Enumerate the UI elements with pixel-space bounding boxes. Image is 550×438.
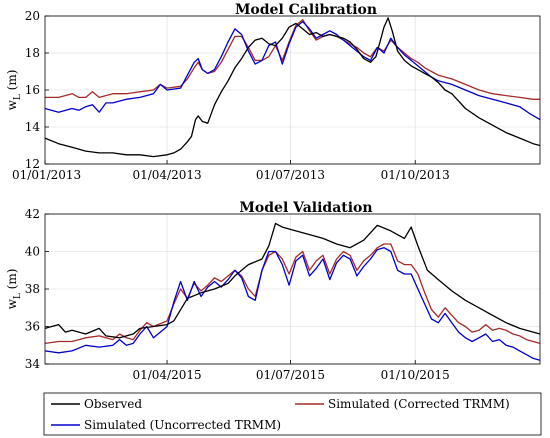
calibration-ytick-label: 14	[25, 120, 41, 134]
calibration-ticks: 12 14 16 18 20 01/01/2013 01/04/2013 01/07/2013…	[12, 9, 450, 182]
validation-series	[44, 222, 541, 361]
calibration-ylabel: wL (m)	[5, 70, 23, 111]
validation-xtick-label: 01/07/2015	[256, 368, 325, 382]
calibration-xtick-label: 01/01/2013	[12, 168, 81, 182]
calibration-series-uncorrected	[44, 20, 541, 121]
validation-xtick-label: 01/04/2015	[132, 368, 201, 382]
validation-ticks: 34 36 38 40 42 01/04/2015 01/07/2015 01/10/2015	[25, 207, 450, 382]
validation-ytick-label: 34	[25, 357, 41, 371]
calibration-xtick-label: 01/07/2013	[256, 168, 325, 182]
validation-ytick-label: 40	[25, 245, 40, 259]
validation-grid	[45, 213, 540, 365]
legend-label-observed: Observed	[84, 397, 142, 411]
calibration-ytick-label: 18	[25, 46, 40, 60]
calibration-panel: Model Calibration 12 14 16 18 20 01/01/2013 01…	[5, 2, 541, 182]
validation-ylabel: wL (m)	[5, 269, 23, 310]
validation-ytick-label: 42	[25, 207, 40, 221]
calibration-title: Model Calibration	[235, 2, 377, 18]
legend-box	[43, 392, 542, 436]
validation-panel: Model Validation 34 36 38 40 42 01/04/2015 01/…	[5, 200, 541, 382]
validation-series-observed	[44, 222, 541, 339]
legend-label-uncorrected: Simulated (Uncorrected TRMM)	[84, 418, 281, 432]
validation-xtick-label: 01/10/2015	[381, 368, 450, 382]
validation-title: Model Validation	[239, 200, 372, 216]
calibration-xtick-label: 01/04/2013	[132, 168, 201, 182]
calibration-ytick-label: 20	[25, 9, 40, 23]
calibration-series	[44, 17, 541, 158]
calibration-ytick-label: 12	[25, 157, 40, 171]
validation-ytick-label: 36	[25, 320, 40, 334]
legend: Observed Simulated (Corrected TRMM) Simu…	[43, 392, 542, 436]
calibration-ytick-label: 16	[25, 83, 40, 97]
legend-label-corrected: Simulated (Corrected TRMM)	[328, 397, 510, 411]
calibration-series-observed	[44, 17, 541, 158]
calibration-series-corrected	[45, 19, 540, 100]
validation-ytick-label: 38	[25, 282, 40, 296]
calibration-xtick-label: 01/10/2013	[381, 168, 450, 182]
validation-series-corrected	[44, 243, 541, 345]
validation-series-uncorrected	[44, 247, 541, 361]
